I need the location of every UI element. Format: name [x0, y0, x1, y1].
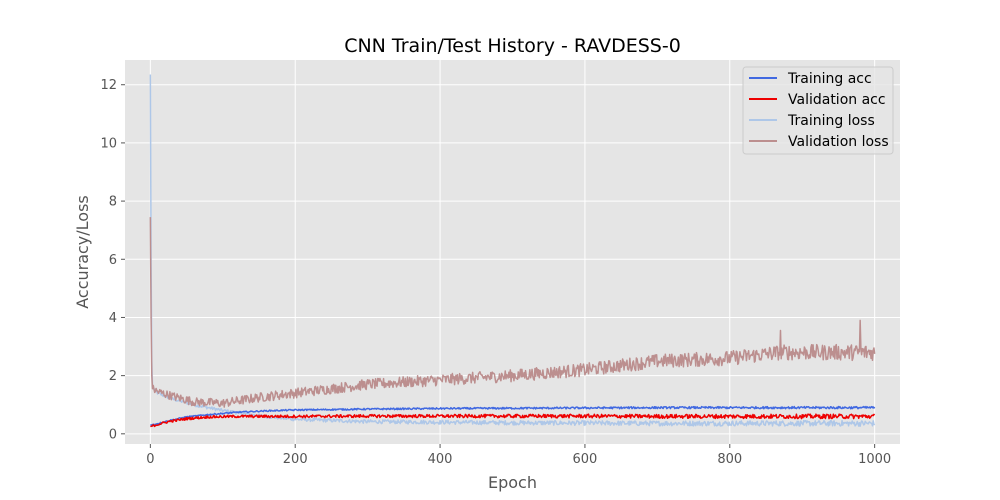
legend-label: Validation loss — [788, 134, 889, 150]
x-axis-label: Epoch — [488, 473, 537, 492]
series-line-training-loss — [149, 74, 876, 427]
y-tick-label: 2 — [109, 369, 117, 384]
y-tick-label: 10 — [100, 136, 117, 151]
y-tick-label: 0 — [109, 427, 117, 442]
chart-title: CNN Train/Test History - RAVDESS-0 — [344, 35, 681, 57]
x-tick-label: 400 — [428, 452, 453, 467]
y-axis-label: Accuracy/Loss — [73, 195, 92, 309]
x-tick-label: 600 — [573, 452, 598, 467]
y-tick-label: 8 — [109, 195, 117, 210]
legend: Training acc Validation acc Training loss V… — [742, 66, 894, 155]
x-tick-label: 200 — [283, 452, 308, 467]
legend-label: Validation acc — [788, 92, 886, 108]
y-tick-label: 12 — [100, 78, 117, 93]
y-tick-label: 4 — [109, 311, 117, 326]
y-tick-label: 6 — [109, 253, 117, 268]
ticks: 0 200 400 600 800 1000 0 2 4 6 8 10 12 — [100, 78, 891, 467]
x-tick-label: 0 — [146, 452, 154, 467]
legend-label: Training acc — [787, 71, 872, 87]
legend-box — [742, 66, 894, 155]
series-line-validation-loss — [149, 217, 876, 408]
x-tick-label: 800 — [717, 452, 742, 467]
legend-label: Training loss — [787, 113, 875, 129]
x-tick-label: 1000 — [858, 452, 891, 467]
series-line-validation-acc — [150, 413, 876, 428]
series-line-training-acc — [150, 405, 876, 426]
series-layer — [149, 74, 876, 428]
